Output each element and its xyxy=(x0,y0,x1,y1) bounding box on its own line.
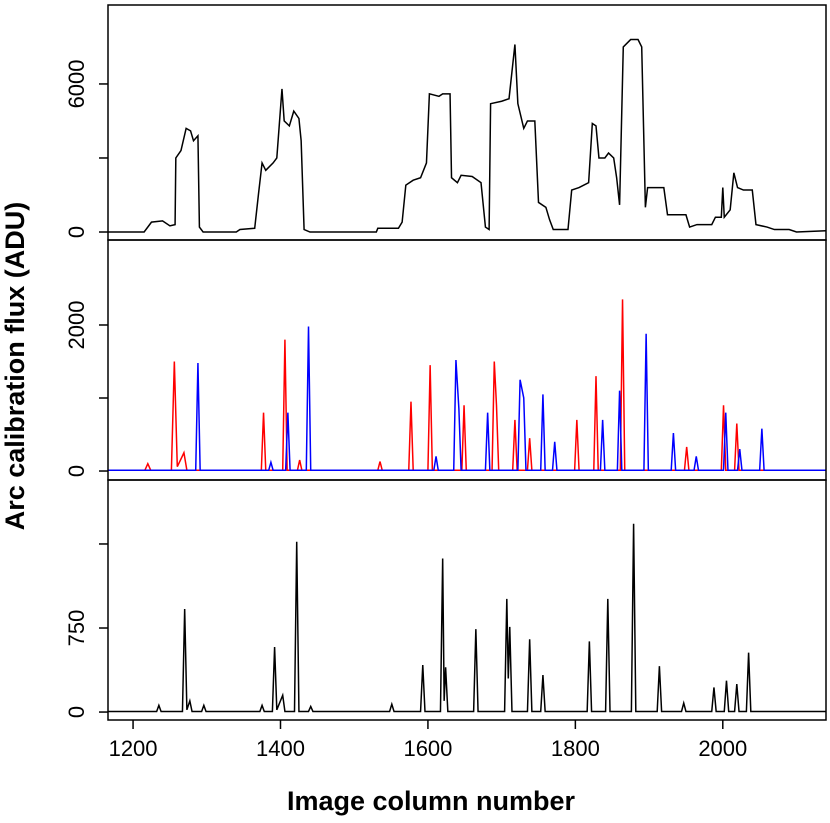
y-tick-label: 2000 xyxy=(64,301,89,350)
x-tick-label: 1800 xyxy=(551,736,600,761)
plot-frame xyxy=(107,479,827,721)
x-tick-label: 1200 xyxy=(109,736,158,761)
x-axis-title: Image column number xyxy=(287,786,576,816)
data-line xyxy=(108,38,826,233)
y-tick-label: 0 xyxy=(64,706,89,718)
y-tick-label: 6000 xyxy=(64,59,89,108)
x-tick-label: 1600 xyxy=(403,736,452,761)
plot-frame xyxy=(107,4,827,241)
x-tick-label: 1400 xyxy=(256,736,305,761)
data-line xyxy=(108,299,826,472)
data-line xyxy=(108,326,826,472)
y-tick-label: 750 xyxy=(64,610,89,647)
y-axis-title: Arc calibration flux (ADU) xyxy=(0,202,30,531)
y-tick-label: 0 xyxy=(64,226,89,238)
plot-frame xyxy=(107,239,827,481)
y-tick-label: 0 xyxy=(64,465,89,477)
x-tick-label: 2000 xyxy=(698,736,747,761)
data-line xyxy=(108,523,826,713)
